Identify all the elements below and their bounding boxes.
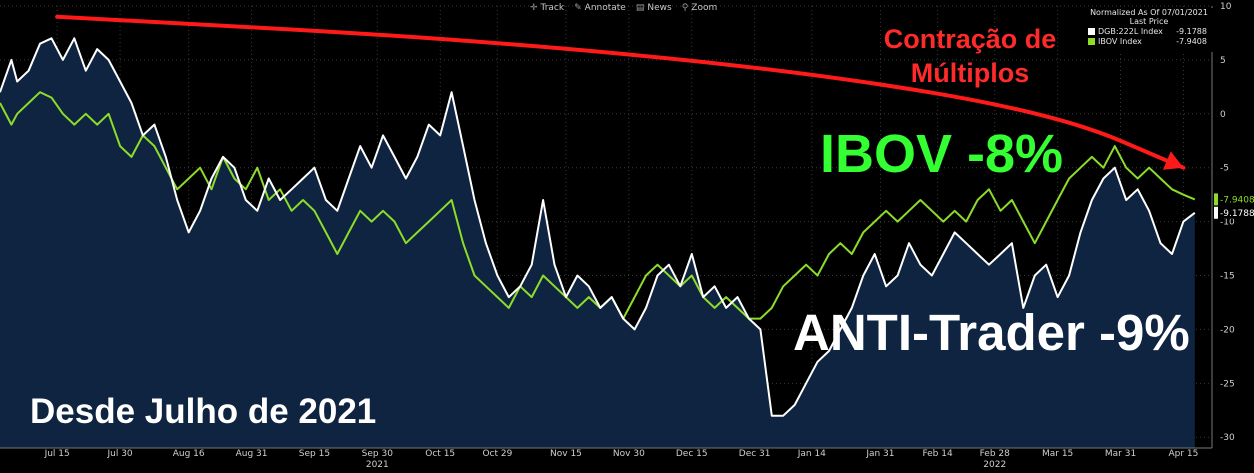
legend-item[interactable]: DGB:222L Index -9.1788 [1085,26,1213,36]
series-areas [0,38,1195,449]
x-tick-label: Mar 15 [1042,449,1073,459]
x-tick-label: Sep 15 [299,449,330,459]
anti-last-value: -9.1788 [1220,209,1254,219]
pencil-icon: ✎ [574,3,582,13]
x-tick-label: Nov 30 [613,449,645,459]
anti-last-bg [1214,206,1250,219]
x-tick-label: Jul 30 [106,449,132,459]
news-label: News [647,3,672,13]
y-tick-label: -10 [1220,218,1235,228]
x-tick-label: Nov 15 [550,449,582,459]
legend: Normalized As Of 07/01/2021 Last Price D… [1085,8,1213,52]
news-icon: ▤ [635,3,645,13]
y-tick-label: -30 [1220,433,1235,443]
trend-arrow-head [1162,151,1184,170]
year-label: 2022 [983,460,1006,470]
legend-swatch-anti [1088,27,1095,35]
ibov-last-value: -7.9408 [1220,195,1254,205]
crosshair-icon: ✛ [530,3,538,13]
track-button[interactable]: ✛ Track [530,2,564,14]
track-label: Track [540,3,565,13]
x-tick-label: Aug 31 [236,449,268,459]
period-annotation: Desde Julho de 2021 [30,392,377,431]
contracao-line1: Contração de [883,24,1057,54]
ibov-line [0,91,1196,320]
magnifier-icon: ⚲ [681,3,689,13]
legend-subheader: Last Price [1129,17,1169,26]
x-tick-label: Jan 31 [865,449,894,459]
y-tick-label: -25 [1220,379,1235,389]
y-tick-label: -15 [1220,272,1235,282]
x-tick-label: Oct 29 [482,449,512,459]
anti-trader-line [0,37,1196,417]
zoom-label: Zoom [691,3,718,13]
ibov-annotation: IBOV -8% [820,124,1064,184]
legend-swatch-ibov [1088,37,1095,45]
x-tick-label: Dec 31 [739,449,771,459]
chart-toolbar: ✛ Track ✎ Annotate ▤ News ⚲ Zoom [530,2,717,14]
anti-last-marker [1214,206,1218,219]
legend-item[interactable]: IBOV Index -7.9408 [1085,36,1213,46]
x-tick-label: Sep 30 [362,449,394,459]
y-tick-label: 5 [1220,56,1226,66]
ibov-last-bg [1214,193,1250,206]
y-tick-label: 0 [1220,110,1226,120]
y-tick-label: -5 [1220,164,1229,174]
year-label: 2021 [366,460,389,470]
contracao-annotation: Contração de Múltiplos [840,22,1100,90]
annotate-button[interactable]: ✎ Annotate [574,2,626,14]
x-tick-label: Apr 15 [1168,449,1198,459]
news-button[interactable]: ▤ News [636,2,672,14]
x-tick-label: Feb 28 [980,449,1011,459]
trend-arrow [55,14,1186,170]
x-tick-label: Jul 15 [44,449,70,459]
anti-trader-annotation: ANTI-Trader -9% [793,304,1190,361]
x-tick-label: Feb 14 [922,449,953,459]
series-lines [0,37,1196,417]
ibov-last-marker [1214,193,1218,206]
trend-arrow-shaft [55,14,1186,170]
zoom-button[interactable]: ⚲ Zoom [682,2,718,14]
legend-header: Normalized As Of 07/01/2021 [1090,8,1208,17]
annotate-label: Annotate [584,3,626,13]
y-tick-label: -20 [1220,325,1235,335]
x-tick-label: Jan 14 [797,449,826,459]
legend-name-anti: DGB:222L Index [1098,26,1163,36]
legend-name-ibov: IBOV Index [1098,36,1142,46]
x-tick-label: Oct 15 [425,449,455,459]
x-axis: Jul 15 Jul 30 Aug 16 Aug 31 Sep 15 Sep 30 Oct … [0,447,1212,470]
x-tick-label: Mar 31 [1105,449,1136,459]
contracao-line2: Múltiplos [910,58,1030,88]
x-tick-label: Dec 15 [676,449,708,459]
legend-value-ibov: -7.9408 [1176,36,1207,46]
y-tick-label: 10 [1220,2,1232,12]
y-axis: 10 5 0 -5 -10 -15 -20 -25 -30 [1211,2,1235,448]
x-tick-label: Aug 16 [173,449,205,459]
last-value-labels: -7.9408 -9.1788 [1214,193,1254,219]
legend-value-anti: -9.1788 [1176,26,1207,36]
anti-trader-area [0,38,1195,449]
